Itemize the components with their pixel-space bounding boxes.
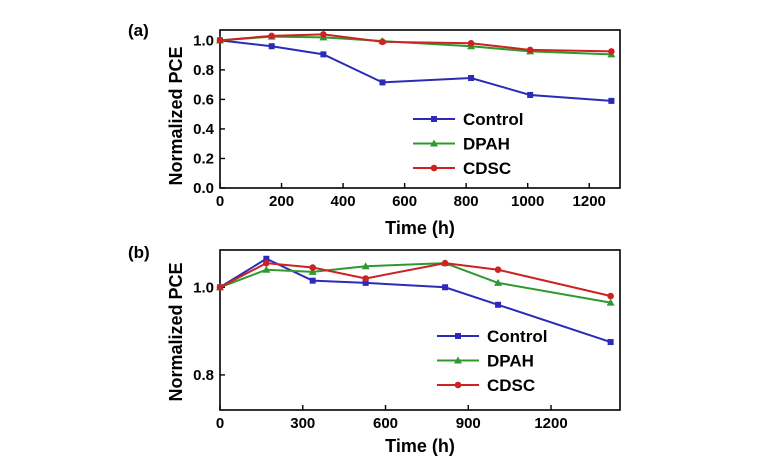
data-point-cdsc xyxy=(362,275,369,282)
series-line-cdsc-b xyxy=(219,262,611,298)
data-point-cdsc xyxy=(441,259,449,267)
y-tick-label: 0.2 xyxy=(193,150,214,167)
x-tick-label: 600 xyxy=(373,415,398,432)
data-point-dpah xyxy=(308,267,317,275)
x-tick-label: 1000 xyxy=(511,193,544,210)
data-point-control xyxy=(320,51,327,58)
y-tick-label: 0.8 xyxy=(193,62,214,79)
y-tick-label: 0.4 xyxy=(193,121,215,138)
data-point-cdsc xyxy=(268,32,275,40)
data-point-cdsc xyxy=(379,38,386,46)
y-axis-label-a: Normalized PCE xyxy=(166,46,186,185)
legend-label-dpah: DPAH xyxy=(487,352,534,371)
panel-label-b: (b) xyxy=(128,243,150,262)
y-axis-label-b: Normalized PCE xyxy=(166,262,186,401)
x-axis-label-a: Time (h) xyxy=(385,218,455,238)
data-point-control xyxy=(608,97,615,104)
plot-frame-a xyxy=(219,29,621,189)
data-point-control xyxy=(309,277,316,284)
legend-label-cdsc: CDSC xyxy=(487,376,535,395)
series-line-dpah-a xyxy=(219,35,612,56)
x-tick-label: 800 xyxy=(454,193,479,210)
legend-label-control: Control xyxy=(487,327,547,346)
data-point-cdsc xyxy=(608,48,615,55)
data-point-control xyxy=(263,255,270,262)
legend-marker-cdsc xyxy=(454,381,462,389)
data-point-cdsc xyxy=(263,259,270,267)
legend-marker-cdsc xyxy=(430,164,438,172)
data-point-cdsc xyxy=(467,39,475,47)
legend-marker-dpah xyxy=(430,139,438,147)
legend-marker-control xyxy=(431,116,437,122)
data-point-control xyxy=(442,284,449,291)
data-point-dpah xyxy=(606,298,615,306)
data-point-cdsc xyxy=(526,46,534,54)
data-point-cdsc xyxy=(216,37,224,44)
data-point-control xyxy=(527,91,534,98)
legend-label-control: Control xyxy=(463,110,523,129)
data-point-cdsc xyxy=(494,266,502,274)
data-point-cdsc xyxy=(320,31,327,38)
y-tick-label: 1.0 xyxy=(193,279,214,296)
data-point-control xyxy=(495,301,502,308)
legend-marker-dpah xyxy=(454,356,462,364)
data-point-control xyxy=(268,43,275,50)
y-tick-label: 1.0 xyxy=(193,32,214,49)
plot-area-a: 0 200 400 600 800 1000 1200 0.0 0.2 0.4 0.6 0.8 1.0 C… xyxy=(193,29,621,210)
legend-label-dpah: DPAH xyxy=(463,135,510,154)
x-tick-label: 400 xyxy=(331,193,356,210)
plot-frame-b xyxy=(219,249,621,411)
y-tick-label: 0.0 xyxy=(193,180,214,197)
legend-label-cdsc: CDSC xyxy=(463,159,511,178)
data-point-dpah xyxy=(262,265,271,273)
x-tick-label: 1200 xyxy=(573,193,606,210)
x-tick-label: 600 xyxy=(392,193,417,210)
x-axis-label-b: Time (h) xyxy=(385,436,455,456)
y-tick-label: 0.8 xyxy=(193,367,214,384)
data-point-control xyxy=(379,79,386,86)
x-tick-label: 0 xyxy=(216,415,224,432)
plot-area-b: 0 300 600 900 1200 0.8 1.0 Control DPAH CDSC xyxy=(193,249,621,432)
data-point-cdsc xyxy=(216,283,224,291)
data-point-cdsc xyxy=(309,264,316,271)
x-tick-label: 300 xyxy=(290,415,315,432)
data-point-cdsc xyxy=(607,292,614,300)
data-point-control xyxy=(607,339,614,346)
data-point-dpah xyxy=(494,278,503,286)
data-point-control xyxy=(468,74,475,81)
x-tick-label: 900 xyxy=(456,415,481,432)
x-tick-label: 200 xyxy=(269,193,294,210)
x-tick-label: 0 xyxy=(216,193,224,210)
data-point-dpah xyxy=(361,262,370,270)
legend-marker-control xyxy=(455,333,461,339)
data-point-control xyxy=(362,279,369,286)
y-tick-label: 0.6 xyxy=(193,91,214,108)
x-tick-label: 1200 xyxy=(534,415,567,432)
panel-label-a: (a) xyxy=(128,21,149,40)
